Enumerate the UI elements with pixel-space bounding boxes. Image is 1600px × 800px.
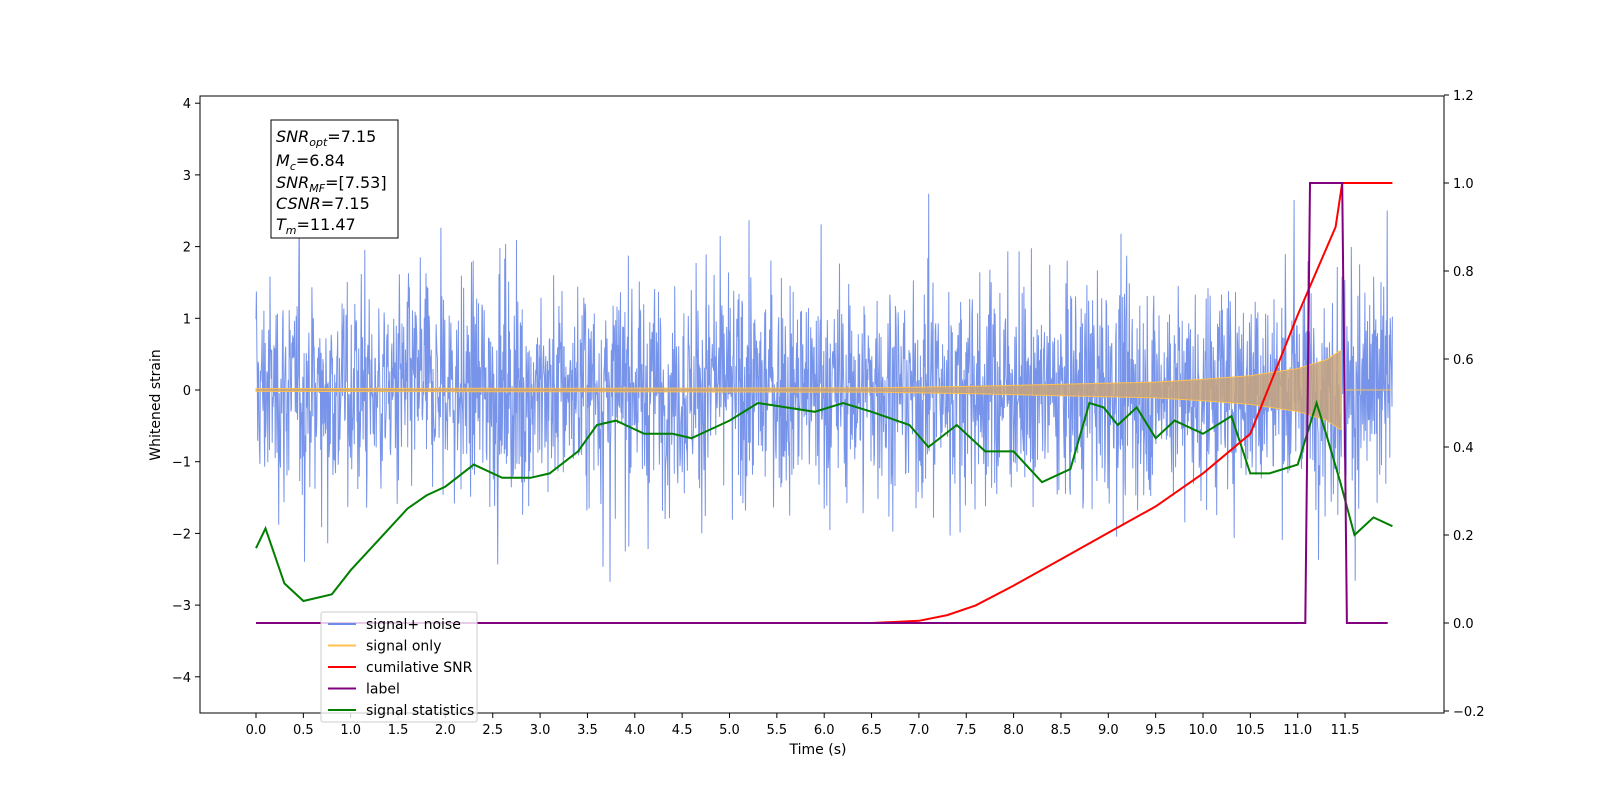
y-tick-label-left: 1 — [183, 312, 191, 327]
x-tick-label: 4.5 — [672, 723, 693, 738]
y-axis-right: 1.2 1.0 0.8 0.6 0.4 0.2 0.0 −0.2 — [1444, 89, 1485, 720]
legend-frame — [320, 611, 478, 723]
x-tick-label: 1.5 — [388, 723, 409, 738]
y-tick-label-right: 0.8 — [1453, 265, 1474, 280]
legend-item: signal only — [328, 639, 441, 655]
y-tick-label-right: 0.4 — [1453, 441, 1474, 456]
x-tick-label: 0.5 — [293, 723, 314, 738]
series-signal-statistics — [255, 399, 1393, 603]
legend-label: signal+ noise — [366, 617, 461, 633]
annotation-frame — [270, 119, 399, 239]
y-tick-label-right: 0.6 — [1453, 353, 1474, 368]
x-tick-label: 2.0 — [435, 723, 456, 738]
x-tick-label: 9.0 — [1098, 723, 1119, 738]
y-tick-label-left: −2 — [172, 527, 191, 542]
x-tick-label: 8.5 — [1051, 723, 1072, 738]
y-tick-label-right: 1.2 — [1453, 89, 1474, 104]
x-tick-label: 3.5 — [577, 723, 598, 738]
x-axis: 0.0 0.5 1.0 1.5 2.0 2.5 3.0 3.5 4.0 4.5 5.0 5.5 6.0 6… — [246, 713, 1360, 738]
y-axis-label: Whitened strain — [148, 349, 164, 460]
y-tick-label-left: −1 — [172, 456, 191, 471]
x-tick-label: 7.5 — [956, 723, 977, 738]
x-tick-label: 0.0 — [246, 723, 267, 738]
x-tick-label: 7.0 — [909, 723, 930, 738]
series-cumulative-snr — [256, 182, 1393, 624]
legend-item: signal+ noise — [328, 617, 461, 633]
y-tick-label-left: 3 — [183, 169, 191, 184]
x-tick-label: 4.0 — [624, 723, 645, 738]
y-tick-label-left: 4 — [183, 97, 191, 112]
x-tick-label: 10.0 — [1189, 723, 1218, 738]
y-tick-label-left: −3 — [172, 599, 191, 614]
y-axis-left: 4 3 2 1 0 −1 −2 −3 −4 — [172, 97, 200, 686]
x-tick-label: 2.5 — [482, 723, 503, 738]
x-tick-label: 3.0 — [530, 723, 551, 738]
x-tick-label: 11.0 — [1283, 723, 1312, 738]
series-signal-only — [255, 349, 1393, 431]
legend-item: cumilative SNR — [328, 660, 473, 676]
legend-item: signal statistics — [328, 703, 474, 719]
y-tick-label-left: 0 — [183, 384, 191, 399]
plot-frame — [199, 95, 1445, 714]
y-tick-label-right: 0.0 — [1453, 617, 1474, 632]
x-tick-label: 10.5 — [1236, 723, 1265, 738]
legend-label: cumilative SNR — [366, 660, 473, 676]
x-tick-label: 6.5 — [861, 723, 882, 738]
y-tick-label-left: −4 — [172, 671, 191, 686]
y-tick-label-right: 1.0 — [1453, 177, 1474, 192]
x-axis-label: Time (s) — [789, 742, 847, 758]
x-tick-label: 11.5 — [1331, 723, 1360, 738]
y-tick-label-right: 0.2 — [1453, 529, 1474, 544]
anno-csnr: CSNR=7.15 — [276, 194, 370, 213]
annotation-box: SNRopt=7.15 Mc=6.84 SNRMF=[7.53] CSNR=7.… — [270, 119, 399, 239]
x-tick-label: 6.0 — [814, 723, 835, 738]
x-tick-label: 5.0 — [719, 723, 740, 738]
x-tick-label: 8.0 — [1003, 723, 1024, 738]
legend-label: label — [366, 682, 400, 698]
anno-snr-mf: SNRMF=[7.53] — [276, 173, 387, 195]
legend: signal+ noise signal only cumilative SNR la… — [320, 611, 478, 723]
y-tick-label-left: 2 — [183, 241, 191, 256]
legend-label: signal statistics — [366, 703, 474, 719]
series-layer — [255, 182, 1393, 624]
x-tick-label: 9.5 — [1145, 723, 1166, 738]
legend-label: signal only — [366, 639, 441, 655]
legend-item: label — [328, 682, 400, 698]
x-tick-label: 5.5 — [767, 723, 788, 738]
series-label — [256, 182, 1388, 624]
anno-tm: Tm=11.47 — [276, 215, 356, 237]
x-tick-label: 1.0 — [340, 723, 361, 738]
anno-mc: Mc=6.84 — [276, 151, 345, 173]
anno-snr-opt: SNRopt=7.15 — [276, 127, 376, 149]
y-tick-label-right: −0.2 — [1453, 705, 1485, 720]
